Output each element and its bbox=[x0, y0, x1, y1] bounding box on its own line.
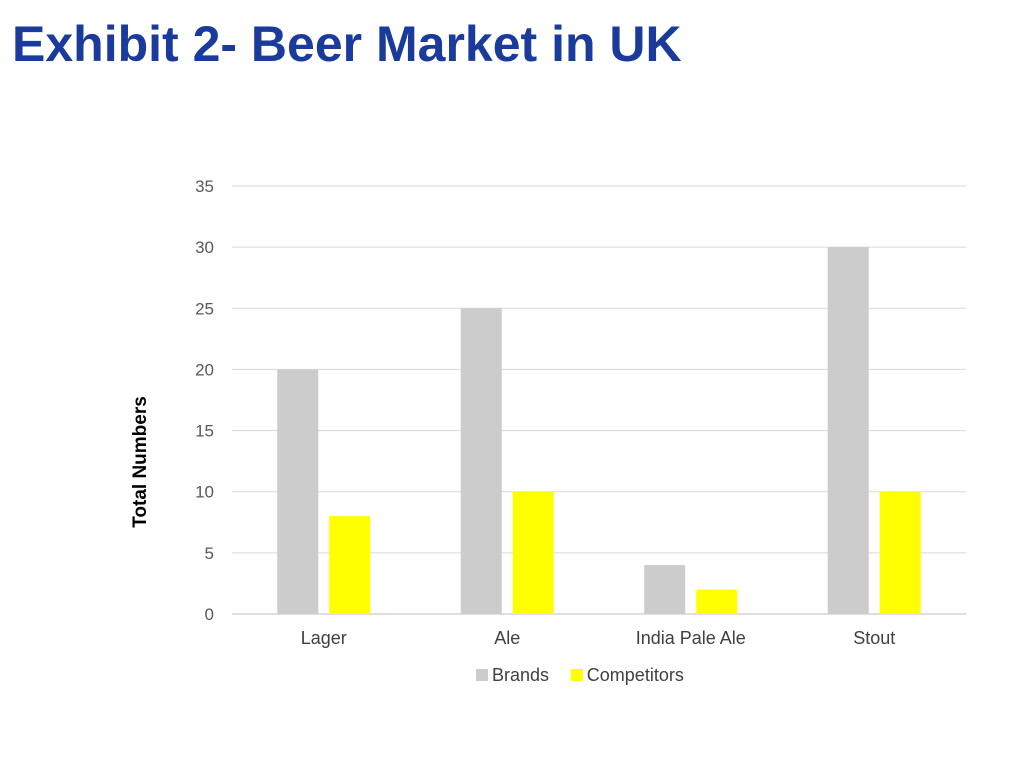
y-tick-label: 30 bbox=[195, 238, 214, 257]
bar-brands bbox=[827, 247, 869, 614]
legend-label: Competitors bbox=[587, 665, 684, 685]
bar-brands bbox=[644, 565, 686, 614]
x-tick-label: Ale bbox=[494, 628, 520, 648]
x-tick-label: India Pale Ale bbox=[636, 628, 746, 648]
page-title: Exhibit 2- Beer Market in UK bbox=[12, 16, 682, 72]
bar-competitors bbox=[329, 516, 371, 614]
bar-competitors bbox=[879, 491, 921, 614]
y-tick-label: 35 bbox=[195, 177, 214, 196]
y-tick-label: 15 bbox=[195, 422, 214, 441]
bar-competitors bbox=[512, 491, 554, 614]
y-tick-label: 20 bbox=[195, 360, 214, 379]
legend-label: Brands bbox=[492, 665, 549, 685]
y-axis-label: Total Numbers bbox=[130, 396, 151, 528]
y-tick-label: 10 bbox=[195, 483, 214, 502]
x-tick-label: Lager bbox=[301, 628, 347, 648]
bar-brands bbox=[277, 369, 319, 614]
y-tick-label: 0 bbox=[205, 605, 214, 624]
legend-swatch bbox=[476, 669, 488, 681]
bar-competitors bbox=[696, 589, 738, 614]
x-tick-label: Stout bbox=[853, 628, 895, 648]
y-tick-label: 5 bbox=[205, 544, 214, 563]
bar-brands bbox=[460, 308, 502, 614]
legend-swatch bbox=[570, 669, 583, 681]
y-tick-label: 25 bbox=[195, 299, 214, 318]
